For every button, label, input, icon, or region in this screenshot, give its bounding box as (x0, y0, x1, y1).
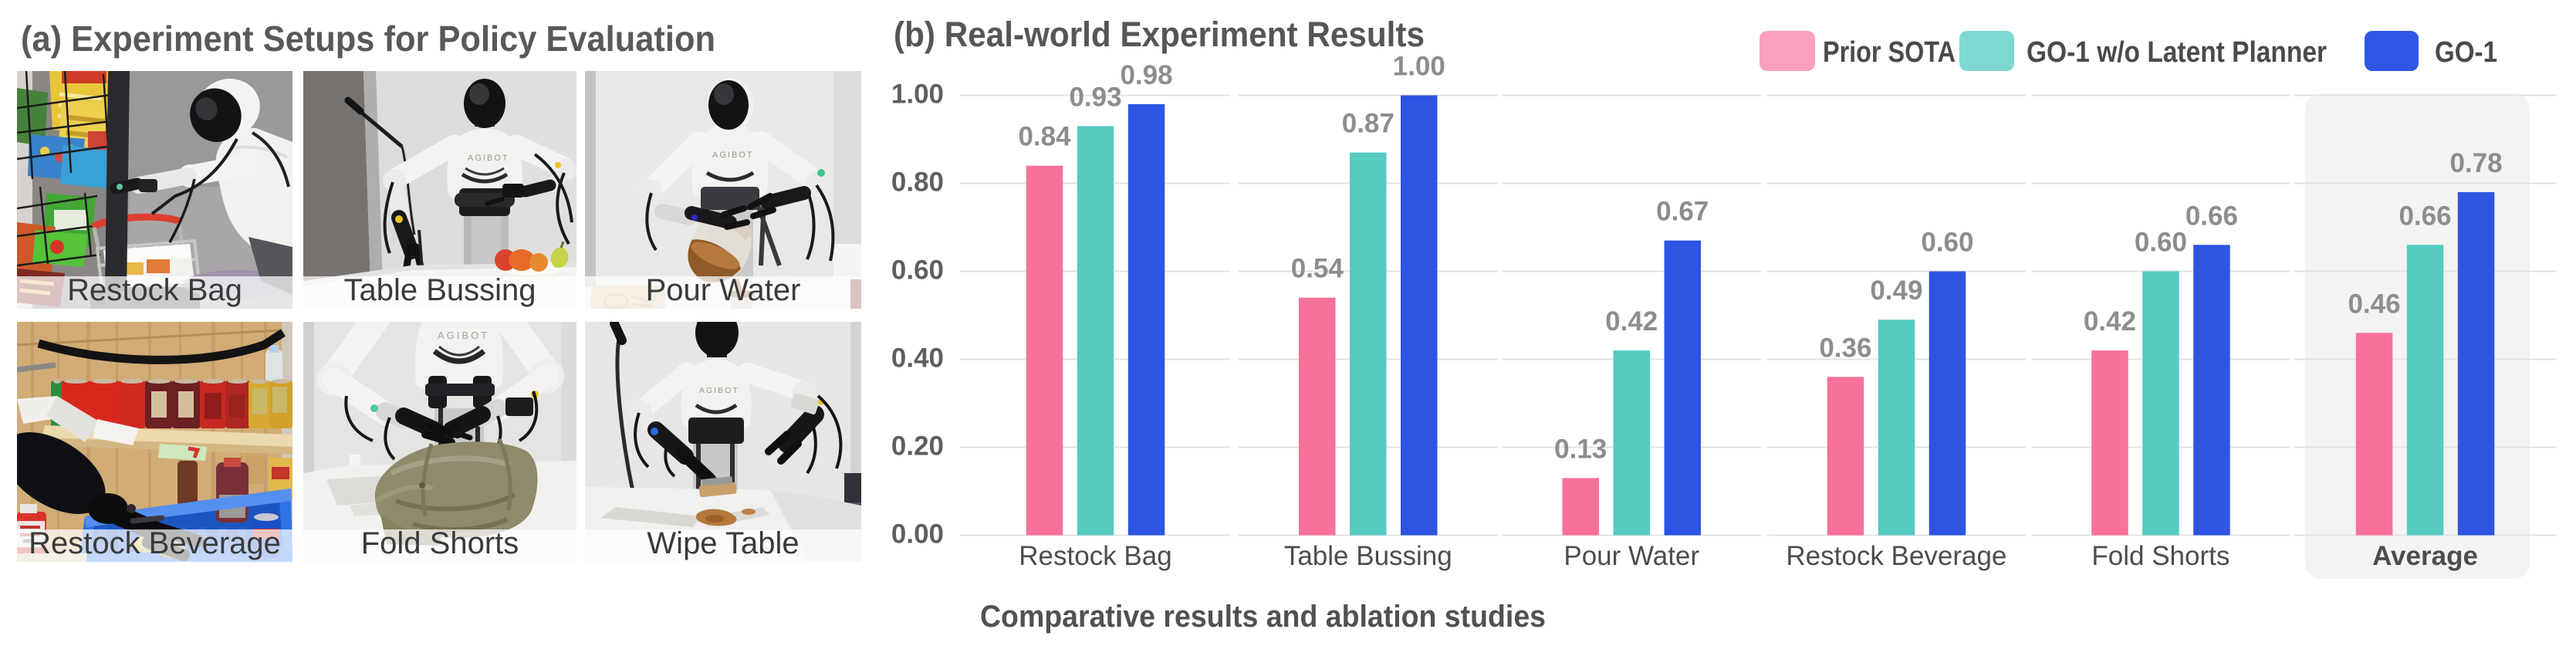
svg-text:AGIBOT: AGIBOT (699, 386, 739, 395)
svg-text:0.80: 0.80 (891, 167, 944, 198)
svg-text:0.78: 0.78 (2449, 148, 2502, 178)
svg-text:GO-1: GO-1 (2435, 36, 2497, 69)
svg-text:0.66: 0.66 (2399, 201, 2451, 231)
svg-text:0.46: 0.46 (2348, 289, 2400, 319)
svg-text:GO-1 w/o Latent Planner: GO-1 w/o Latent Planner (2027, 36, 2327, 69)
svg-text:0.42: 0.42 (2084, 306, 2136, 337)
svg-text:0.00: 0.00 (891, 519, 944, 550)
svg-text:Restock Bag: Restock Bag (1019, 541, 1171, 571)
svg-text:Restock Beverage: Restock Beverage (29, 526, 281, 560)
svg-text:AGIBOT: AGIBOT (712, 151, 754, 160)
svg-text:(a) Experiment Setups for Poli: (a) Experiment Setups for Policy Evaluat… (21, 19, 715, 59)
svg-text:0.66: 0.66 (2186, 201, 2238, 231)
svg-text:Fold Shorts: Fold Shorts (361, 526, 519, 560)
svg-text:0.20: 0.20 (891, 431, 944, 462)
svg-text:0.67: 0.67 (1656, 197, 1709, 227)
svg-text:(b) Real-world Experiment Resu: (b) Real-world Experiment Results (894, 15, 1425, 54)
svg-text:0.87: 0.87 (1342, 109, 1394, 139)
svg-text:0.49: 0.49 (1870, 276, 1922, 306)
svg-text:0.36: 0.36 (1819, 333, 1871, 363)
svg-text:Fold Shorts: Fold Shorts (2091, 541, 2229, 571)
svg-text:0.54: 0.54 (1291, 254, 1344, 284)
svg-text:1.00: 1.00 (891, 79, 944, 110)
svg-text:Table Bussing: Table Bussing (1284, 541, 1452, 571)
svg-text:Restock Bag: Restock Bag (67, 273, 242, 307)
svg-text:Wipe Table: Wipe Table (647, 526, 799, 560)
svg-text:0.40: 0.40 (891, 343, 944, 374)
svg-text:Prior SOTA: Prior SOTA (1823, 36, 1956, 69)
svg-text:0.98: 0.98 (1120, 60, 1172, 90)
svg-text:0.42: 0.42 (1605, 306, 1658, 337)
svg-text:0.84: 0.84 (1018, 122, 1071, 152)
svg-text:0.60: 0.60 (2135, 228, 2187, 258)
svg-text:Comparative results and ablati: Comparative results and ablation studies (980, 600, 1546, 634)
svg-text:Pour Water: Pour Water (1564, 541, 1699, 571)
svg-text:Restock Beverage: Restock Beverage (1786, 541, 2006, 571)
svg-text:AGIBOT: AGIBOT (438, 330, 489, 341)
svg-text:Table Bussing: Table Bussing (343, 273, 536, 307)
svg-text:1.00: 1.00 (1393, 52, 1445, 82)
svg-text:0.93: 0.93 (1069, 82, 1121, 112)
svg-text:Pour Water: Pour Water (646, 273, 801, 307)
svg-text:0.60: 0.60 (891, 255, 944, 286)
svg-text:Average: Average (2372, 541, 2478, 571)
svg-text:AGIBOT: AGIBOT (468, 154, 509, 163)
svg-text:0.13: 0.13 (1554, 434, 1607, 464)
svg-text:0.60: 0.60 (1921, 228, 1973, 258)
